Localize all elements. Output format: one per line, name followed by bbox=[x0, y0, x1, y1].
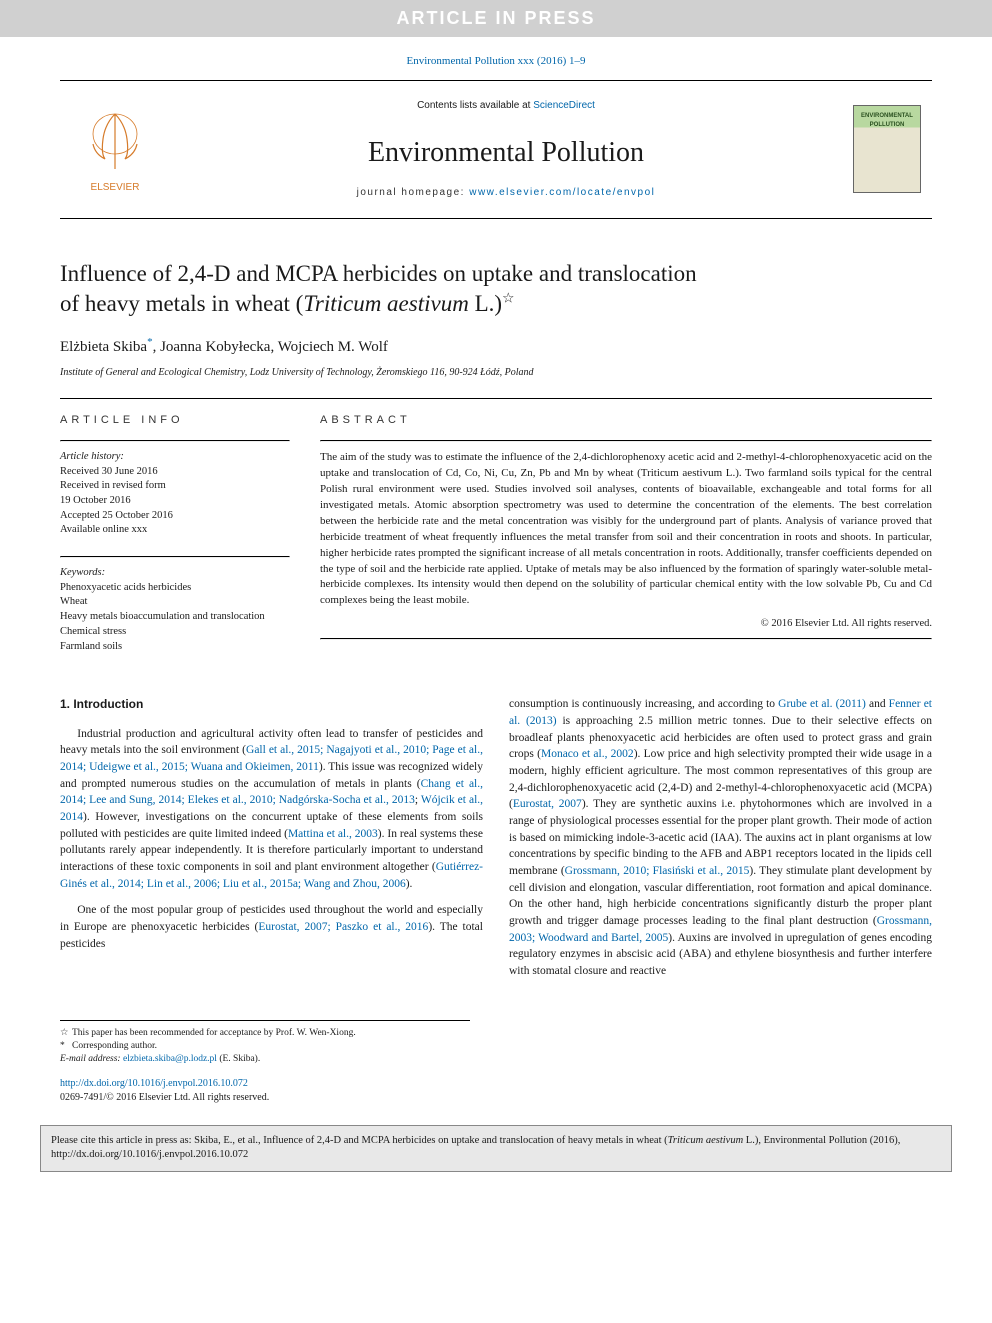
ref-link-6[interactable]: Eurostat, 2007; Paszko et al., 2016 bbox=[258, 921, 428, 933]
accepted-date: Accepted 25 October 2016 bbox=[60, 509, 290, 524]
p3-a: consumption is continuously increasing, … bbox=[509, 698, 778, 710]
received-date: Received 30 June 2016 bbox=[60, 465, 290, 480]
authors-line: Elżbieta Skiba*, Joanna Kobyłecka, Wojci… bbox=[60, 335, 932, 358]
email-link[interactable]: elzbieta.skiba@p.lodz.pl bbox=[123, 1054, 217, 1064]
elsevier-tree-icon: ELSEVIER bbox=[75, 104, 155, 194]
intro-para-3: consumption is continuously increasing, … bbox=[509, 696, 932, 979]
author-2: Joanna Kobyłecka bbox=[160, 339, 270, 355]
footnote-email: E-mail address: elzbieta.skiba@p.lodz.pl… bbox=[60, 1053, 470, 1066]
ref-link-11[interactable]: Grossmann, 2010; Flasiński et al., 2015 bbox=[565, 865, 750, 877]
footnotes: ☆This paper has been recommended for acc… bbox=[60, 1020, 470, 1067]
footnote-corr-text: Corresponding author. bbox=[72, 1041, 157, 1051]
journal-homepage-link[interactable]: www.elsevier.com/locate/envpol bbox=[469, 187, 655, 198]
keyword-4: Chemical stress bbox=[60, 625, 290, 640]
ref-link-10[interactable]: Eurostat, 2007 bbox=[513, 798, 582, 810]
ref-link-7[interactable]: Grube et al. (2011) bbox=[778, 698, 866, 710]
cite-prefix: Please cite this article in press as: Sk… bbox=[51, 1135, 668, 1146]
keyword-2: Wheat bbox=[60, 595, 290, 610]
publisher-logo-cell: ELSEVIER bbox=[60, 81, 170, 218]
body-two-column: 1. Introduction Industrial production an… bbox=[60, 696, 932, 989]
publisher-name: ELSEVIER bbox=[91, 182, 140, 193]
p1-f: ). bbox=[406, 878, 413, 890]
corresponding-marker: * bbox=[147, 336, 153, 348]
cover-label: ENVIRONMENTAL POLLUTION bbox=[861, 113, 913, 127]
body-column-right: consumption is continuously increasing, … bbox=[509, 696, 932, 989]
rule-above-info bbox=[60, 398, 932, 399]
cite-this-article-box: Please cite this article in press as: Sk… bbox=[40, 1125, 952, 1172]
keywords-label: Keywords: bbox=[60, 566, 290, 581]
history-label: Article history: bbox=[60, 450, 290, 465]
abstract-column: ABSTRACT The aim of the study was to est… bbox=[320, 413, 932, 655]
article-history: Article history: Received 30 June 2016 R… bbox=[60, 450, 290, 538]
homepage-label: journal homepage: bbox=[357, 187, 470, 198]
article-info-column: ARTICLE INFO Article history: Received 3… bbox=[60, 413, 290, 655]
intro-para-2: One of the most popular group of pestici… bbox=[60, 902, 483, 952]
affiliation: Institute of General and Ecological Chem… bbox=[60, 366, 932, 380]
cite-species-italic: Triticum aestivum bbox=[668, 1135, 744, 1146]
title-species-italic: Triticum aestivum bbox=[303, 291, 468, 316]
online-date: Available online xxx bbox=[60, 523, 290, 538]
ref-link-4[interactable]: Mattina et al., 2003 bbox=[288, 828, 378, 840]
issn-copyright: 0269-7491/© 2016 Elsevier Ltd. All right… bbox=[60, 1091, 932, 1105]
doi-block: http://dx.doi.org/10.1016/j.envpol.2016.… bbox=[60, 1077, 932, 1105]
article-title: Influence of 2,4-D and MCPA herbicides o… bbox=[60, 259, 932, 319]
email-label: E-mail address: bbox=[60, 1054, 123, 1064]
keyword-5: Farmland soils bbox=[60, 640, 290, 655]
title-line-2-suffix: L.) bbox=[469, 291, 502, 316]
contents-prefix: Contents lists available at bbox=[417, 100, 533, 111]
top-citation-link[interactable]: Environmental Pollution xxx (2016) 1–9 bbox=[406, 55, 585, 67]
title-footnote-star: ☆ bbox=[502, 291, 515, 306]
info-rule bbox=[60, 440, 290, 442]
title-line-1: Influence of 2,4-D and MCPA herbicides o… bbox=[60, 261, 697, 286]
title-line-2-prefix: of heavy metals in wheat ( bbox=[60, 291, 303, 316]
keywords-rule bbox=[60, 556, 290, 558]
keywords-block: Keywords: Phenoxyacetic acids herbicides… bbox=[60, 566, 290, 654]
p3-b: and bbox=[866, 698, 889, 710]
author-3: Wojciech M. Wolf bbox=[278, 339, 388, 355]
ref-link-9[interactable]: Monaco et al., 2002 bbox=[541, 748, 634, 760]
body-column-left: 1. Introduction Industrial production an… bbox=[60, 696, 483, 989]
keyword-3: Heavy metals bioaccumulation and translo… bbox=[60, 610, 290, 625]
email-suffix: (E. Skiba). bbox=[217, 1054, 260, 1064]
journal-cover-thumbnail: ENVIRONMENTAL POLLUTION bbox=[853, 105, 921, 193]
footnote-star-text: This paper has been recommended for acce… bbox=[72, 1028, 356, 1038]
masthead: ELSEVIER Contents lists available at Sci… bbox=[60, 80, 932, 219]
journal-homepage-line: journal homepage: www.elsevier.com/locat… bbox=[170, 186, 842, 208]
doi-link[interactable]: http://dx.doi.org/10.1016/j.envpol.2016.… bbox=[60, 1078, 248, 1089]
footnote-star: ☆This paper has been recommended for acc… bbox=[60, 1027, 470, 1040]
journal-cover-cell: ENVIRONMENTAL POLLUTION bbox=[842, 81, 932, 218]
abstract-text: The aim of the study was to estimate the… bbox=[320, 450, 932, 609]
abstract-rule-top bbox=[320, 440, 932, 442]
abstract-copyright: © 2016 Elsevier Ltd. All rights reserved… bbox=[320, 617, 932, 632]
intro-heading: 1. Introduction bbox=[60, 696, 483, 713]
sciencedirect-link[interactable]: ScienceDirect bbox=[533, 100, 595, 111]
author-1: Elżbieta Skiba bbox=[60, 339, 147, 355]
article-in-press-banner: ARTICLE IN PRESS bbox=[0, 0, 992, 37]
abstract-rule-bottom bbox=[320, 638, 932, 640]
journal-name: Environmental Pollution bbox=[170, 125, 842, 186]
article-info-heading: ARTICLE INFO bbox=[60, 413, 290, 428]
keyword-1: Phenoxyacetic acids herbicides bbox=[60, 581, 290, 596]
top-citation-line: Environmental Pollution xxx (2016) 1–9 bbox=[0, 37, 992, 79]
contents-lists-line: Contents lists available at ScienceDirec… bbox=[170, 91, 842, 125]
footnote-corresponding: *Corresponding author. bbox=[60, 1040, 470, 1053]
revised-date: 19 October 2016 bbox=[60, 494, 290, 509]
revised-label: Received in revised form bbox=[60, 479, 290, 494]
abstract-heading: ABSTRACT bbox=[320, 413, 932, 428]
intro-para-1: Industrial production and agricultural a… bbox=[60, 726, 483, 893]
